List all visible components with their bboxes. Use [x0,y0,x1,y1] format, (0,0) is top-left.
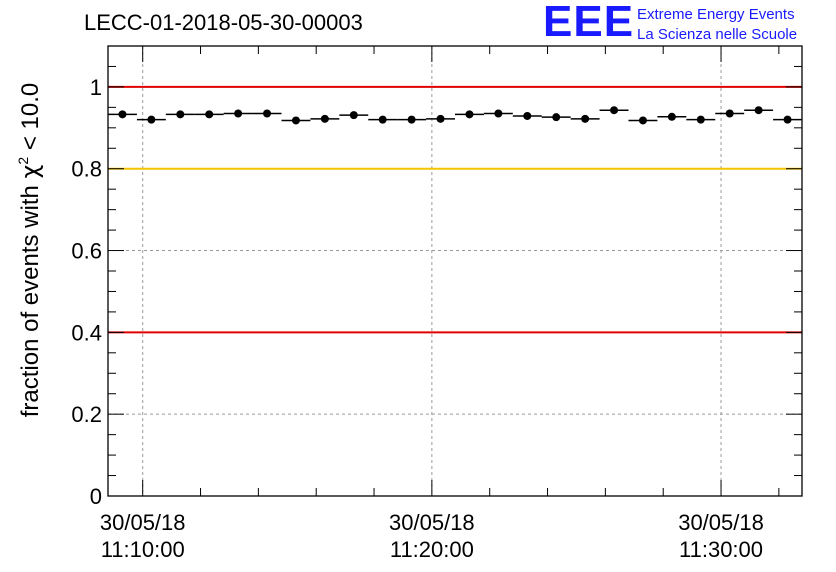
data-point [320,114,329,123]
data-point [118,110,127,119]
y-tick-label: 0.6 [71,239,102,264]
data-point [147,115,156,124]
data-point [638,116,647,125]
data-point [378,115,387,124]
data-point [407,115,416,124]
x-tick-label-time: 11:10:00 [101,537,185,562]
x-tick-label-time: 11:20:00 [390,537,474,562]
y-tick-label: 0.4 [71,320,102,345]
data-point [725,109,734,118]
data-point [754,106,763,115]
data-point [291,116,300,125]
reference-lines [108,85,802,334]
y-axis-label: fraction of events with χ2 < 10.0 [15,83,44,418]
data-point [667,112,676,121]
x-tick-label-date: 30/05/18 [389,510,475,535]
x-tick-label-time: 11:30:00 [679,537,763,562]
x-tick-label-date: 30/05/18 [678,510,764,535]
data-point [610,106,619,115]
data-point [552,113,561,122]
y-tick-label: 1 [90,75,102,100]
x-tick-labels: 30/05/1811:10:0030/05/1811:20:0030/05/18… [100,510,764,562]
logo-line-1: Extreme Energy Events [637,6,795,23]
axis-ticks [108,45,802,497]
data-point [234,109,243,118]
data-point [263,109,272,118]
data-points [108,106,802,125]
data-point [696,115,705,124]
y-tick-labels: 0 0.2 0.4 0.6 0.8 1 [71,75,102,509]
chart-title: LECC-01-2018-05-30-00003 [84,10,363,35]
y-tick-label: 0.2 [71,402,102,427]
logo-line-2: La Scienza nelle Scuole [637,26,798,43]
data-point [176,110,185,119]
data-point [523,111,532,120]
y-tick-label: 0 [90,484,102,509]
data-point [581,114,590,123]
x-tick-label-date: 30/05/18 [100,510,186,535]
data-point [783,115,792,124]
logo-mark: EEE [543,0,635,46]
data-point [465,110,474,119]
data-point [494,109,503,118]
data-point [436,114,445,123]
y-tick-label: 0.8 [71,157,102,182]
data-point [205,110,214,119]
data-point [349,111,358,120]
